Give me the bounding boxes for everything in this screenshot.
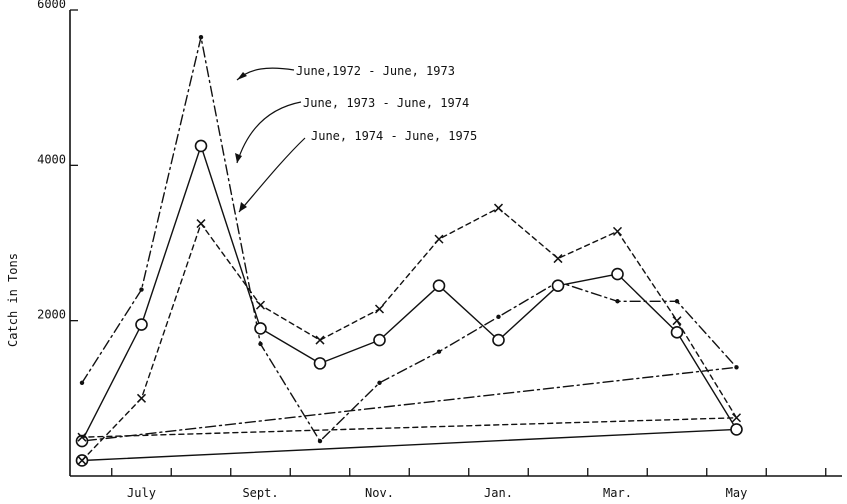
data-point-2-2 [196,219,206,229]
data-point-1-9 [611,267,624,281]
data-point-1-0 [75,434,89,448]
data-point-1-3 [254,322,267,335]
series-0 [79,34,739,444]
series-line-1 [81,145,738,462]
data-point-0-10 [674,299,680,304]
data-point-2-9 [612,226,623,236]
leader-arrowhead-1973 [235,153,242,163]
legend-annotations: June,1972 - June, 1973 June, 1973 - June… [235,64,477,213]
data-point-2-3 [255,300,266,310]
data-point-1-7 [492,333,505,347]
data-point-0-1 [139,287,144,292]
x-tick-label-july: July [127,486,156,500]
x-ticks: July Sept. Nov. Jan. Mar. May [111,468,827,500]
data-point-1-1 [135,318,148,331]
data-point-2-11 [731,413,742,423]
data-point-2-8 [553,254,563,264]
series-layer [75,34,743,467]
data-point-2-6 [434,234,444,244]
y-tick-label-2000: 2000 [37,308,66,322]
data-point-0-5 [377,380,382,385]
leader-arrowhead-1974 [239,202,247,212]
data-point-2-12 [77,432,87,442]
data-point-0-3 [258,341,263,347]
x-tick-label-mar: Mar. [603,486,632,500]
x-tick-label-sept: Sept. [242,486,278,500]
data-point-0-7 [496,314,501,319]
x-tick-label-may: May [726,486,748,500]
data-point-0-0 [79,380,85,385]
series-line-2 [81,207,738,462]
leader-arrowhead-1972 [237,72,247,80]
data-point-0-9 [615,299,620,304]
data-point-1-2 [194,139,208,153]
data-point-2-1 [136,393,147,403]
data-point-1-6 [432,279,446,293]
leader-arrow-1973 [236,101,302,164]
y-tick-label-6000: 6000 [37,0,66,11]
data-point-1-5 [373,333,386,347]
leader-arrow-1974 [238,137,306,213]
data-point-2-7 [493,203,504,213]
data-point-1-10 [670,326,684,339]
data-point-1-8 [551,279,565,293]
data-point-1-4 [313,357,327,370]
data-point-0-2 [198,34,204,40]
data-point-2-10 [672,316,682,326]
legend-label-1972: June,1972 - June, 1973 [296,64,455,78]
y-tick-label-4000: 4000 [37,152,66,166]
series-1 [75,139,743,467]
series-2 [77,203,742,465]
data-point-2-0 [77,455,87,465]
data-point-0-4 [317,438,323,444]
y-ticks: 2000 4000 6000 [37,0,78,322]
y-axis-label: Catch in Tons [6,253,20,347]
x-tick-label-nov: Nov. [365,486,394,500]
data-point-0-11 [734,365,739,370]
legend-label-1973: June, 1973 - June, 1974 [303,96,469,110]
data-point-2-5 [374,304,385,314]
data-point-2-4 [315,335,325,345]
legend-label-1974: June, 1974 - June, 1975 [311,129,477,143]
x-tick-label-jan: Jan. [484,486,513,500]
data-point-1-11 [730,423,743,436]
leader-arrow-1972 [236,67,295,81]
axes [69,10,842,477]
data-point-0-6 [436,349,442,354]
